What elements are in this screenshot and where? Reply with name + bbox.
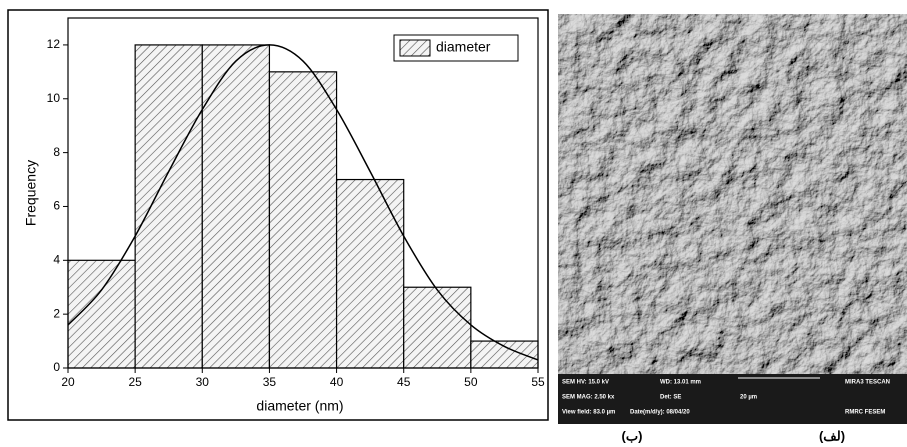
y-tick-label: 0: [53, 360, 60, 374]
histogram-bar: [470, 340, 539, 369]
sem-info: Det: SE: [660, 395, 681, 401]
plot-frame: [67, 17, 539, 369]
histogram-bar: [134, 44, 203, 369]
sem-image: SEM HV: 15.0 kV WD: 13.01 mm MIRA3 TESCA…: [558, 14, 907, 424]
x-tick-label: 35: [263, 375, 277, 389]
histogram-bar: [335, 178, 405, 369]
histogram-bar: [268, 71, 338, 369]
histogram-bar: [403, 286, 472, 369]
y-tick-label: 4: [53, 252, 60, 266]
sem-info-bar: [558, 374, 907, 424]
sem-info: RMRC FESEM: [845, 410, 885, 416]
caption: (ب): [622, 428, 643, 443]
x-tick-label: 40: [330, 375, 344, 389]
x-tick-label: 55: [531, 375, 545, 389]
y-tick-label: 10: [47, 91, 61, 105]
y-tick-label: 8: [53, 145, 60, 159]
histogram-bar: [67, 259, 136, 369]
x-axis-label: diameter (nm): [256, 398, 343, 414]
x-tick-label: 20: [61, 375, 75, 389]
sem-micrograph: [558, 14, 907, 374]
x-tick-label: 45: [397, 375, 411, 389]
x-tick-label: 25: [128, 375, 142, 389]
x-tick-label: 50: [464, 375, 478, 389]
y-tick-label: 2: [53, 306, 60, 320]
sem-info: SEM HV: 15.0 kV: [562, 380, 609, 386]
sem-info: WD: 13.01 mm: [660, 380, 701, 386]
sem-info: 20 µm: [740, 395, 757, 401]
fit-curve: [67, 44, 539, 361]
legend-label: diameter: [436, 39, 491, 55]
x-tick-label: 30: [196, 375, 210, 389]
y-tick-label: 12: [47, 37, 61, 51]
sem-info: MIRA3 TESCAN: [845, 380, 890, 386]
y-axis-label: Frequency: [23, 160, 39, 226]
sem-info: SEM MAG: 2.50 kx: [562, 395, 615, 401]
caption: (لف): [819, 428, 845, 443]
y-tick-label: 6: [53, 199, 60, 213]
legend-swatch: [399, 39, 431, 57]
sem-info: Date(m/d/y): 08/04/20: [630, 410, 690, 416]
sem-info: View field: 83.0 µm: [562, 410, 615, 416]
